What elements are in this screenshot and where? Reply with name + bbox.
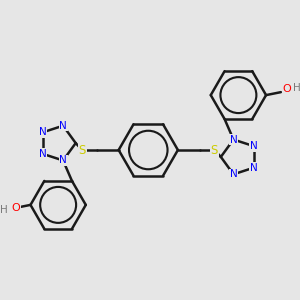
Text: S: S	[78, 143, 86, 157]
Text: H: H	[0, 205, 8, 215]
Text: O: O	[282, 84, 291, 94]
Text: N: N	[250, 141, 258, 151]
Text: N: N	[39, 149, 46, 159]
Text: N: N	[39, 128, 46, 137]
Text: N: N	[59, 155, 67, 166]
Text: H: H	[293, 83, 300, 93]
Text: N: N	[59, 121, 67, 131]
Text: N: N	[230, 169, 237, 179]
Text: O: O	[11, 203, 20, 213]
Text: N: N	[230, 134, 237, 145]
Text: N: N	[250, 163, 258, 172]
Text: S: S	[211, 143, 218, 157]
